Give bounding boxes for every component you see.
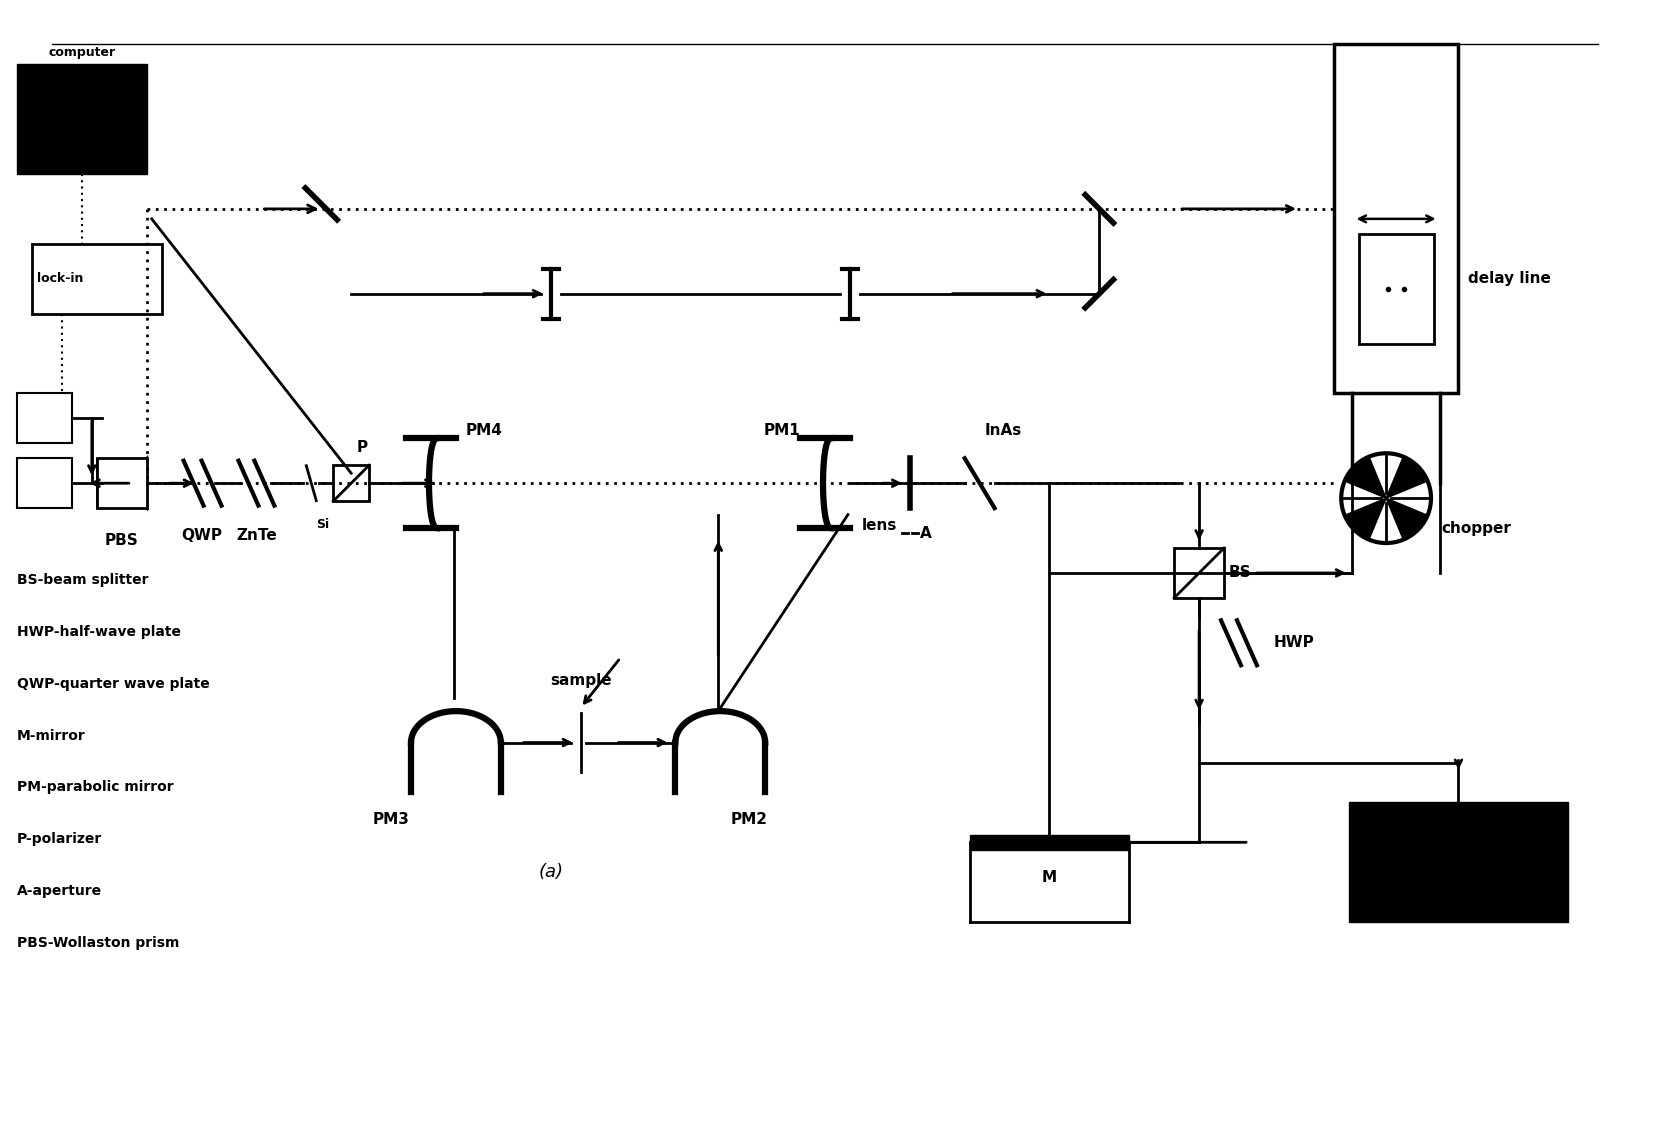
Bar [1173, 548, 1223, 597]
Bar [969, 834, 1128, 850]
Text: InAs: InAs [984, 423, 1022, 438]
Text: A-aperture: A-aperture [17, 884, 101, 898]
Bar [17, 64, 146, 174]
Wedge shape [1386, 499, 1428, 540]
Text: QWP-quarter wave plate: QWP-quarter wave plate [17, 677, 209, 691]
Wedge shape [1345, 499, 1386, 540]
Text: PBS: PBS [105, 533, 138, 548]
Text: M: M [1042, 869, 1057, 885]
Text: lens: lens [863, 518, 897, 533]
Text: PM2: PM2 [730, 812, 768, 828]
Bar [334, 465, 369, 501]
Text: lock-in: lock-in [37, 272, 83, 285]
Text: (a): (a) [538, 864, 563, 882]
Bar [96, 458, 146, 508]
Text: HWP: HWP [1273, 636, 1315, 650]
Polygon shape [96, 458, 121, 508]
Text: sample: sample [550, 673, 612, 687]
Text: ZnTe: ZnTe [236, 528, 278, 544]
Bar [1360, 234, 1434, 344]
Text: Si: Si [316, 518, 329, 531]
Bar [1350, 803, 1569, 922]
Text: HWP-half-wave plate: HWP-half-wave plate [17, 624, 181, 639]
Wedge shape [1386, 457, 1428, 499]
Text: BS-beam splitter: BS-beam splitter [17, 573, 148, 587]
Text: A: A [919, 526, 931, 540]
Text: PM3: PM3 [372, 812, 409, 828]
Text: computer: computer [48, 46, 115, 60]
Text: PM4: PM4 [465, 423, 504, 438]
Text: M-mirror: M-mirror [17, 729, 86, 742]
Text: P-polarizer: P-polarizer [17, 832, 103, 847]
Bar [17, 458, 71, 508]
Text: P: P [356, 440, 367, 455]
Text: PM1: PM1 [763, 423, 799, 438]
Text: PM-parabolic mirror: PM-parabolic mirror [17, 780, 173, 794]
Text: QWP: QWP [181, 528, 223, 544]
Bar [32, 244, 161, 313]
Text: BS: BS [1228, 566, 1251, 581]
Text: chopper: chopper [1441, 521, 1511, 536]
Wedge shape [1345, 457, 1386, 499]
Text: delay line: delay line [1469, 271, 1551, 286]
Bar [1333, 44, 1459, 393]
Polygon shape [121, 458, 146, 508]
Bar [17, 393, 71, 444]
Text: PBS-Wollaston prism: PBS-Wollaston prism [17, 937, 179, 950]
